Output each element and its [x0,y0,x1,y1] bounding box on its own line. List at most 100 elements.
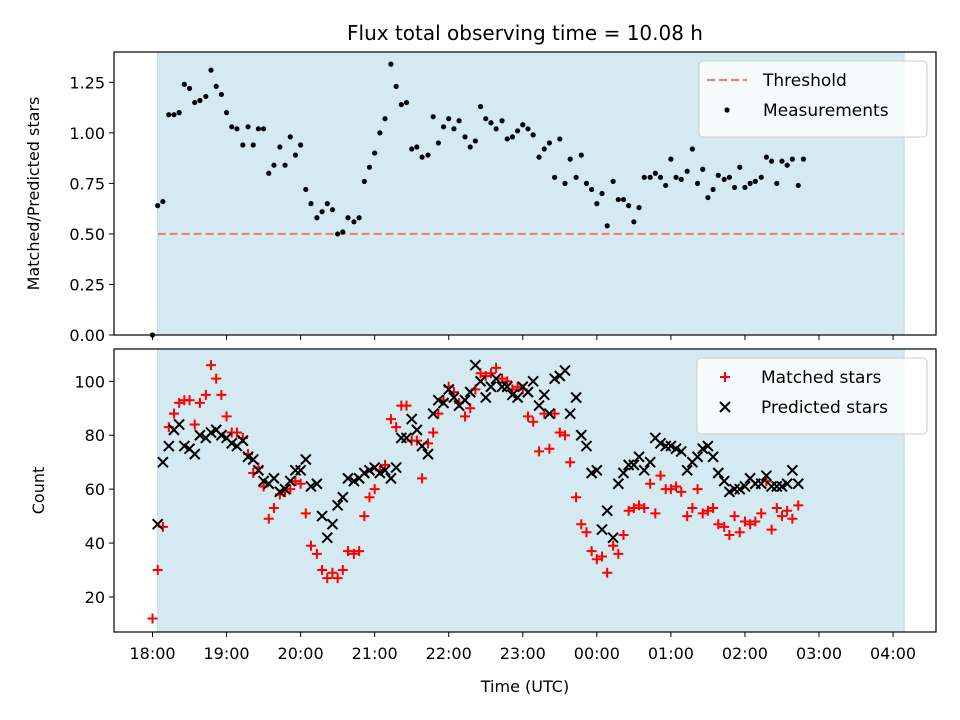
count-series-1-point-47 [400,432,413,444]
ratio-legend-swatch-1 [724,107,730,113]
count-series-0-point-90 [623,505,634,516]
count-series-1-point-28-stroke [300,453,312,466]
count-series-1-point-65 [496,381,508,393]
ratio-series-0-point-4 [171,112,177,118]
count-series-0-point-22 [263,513,274,524]
x-tick-label-4: 22:00 [426,644,472,663]
count-series-0-point-104 [697,508,708,519]
count-series-1-point-100 [681,464,693,476]
ratio-series-0-point-28 [298,142,304,148]
count-series-1-point-44 [385,472,397,485]
count-series-0-point-35 [332,573,343,584]
count-series-1-point-51-stroke [422,448,434,460]
ratio-series-0-point-121 [789,156,795,162]
count-series-1-point-87-stroke [612,478,625,490]
count-series-1-point-109 [728,483,741,495]
count-series-0-point-88-stroke [613,548,624,559]
count-legend-label-0: Matched stars [761,368,881,388]
count-series-1-point-114 [755,478,767,490]
count-series-1-point-2-stroke [163,440,175,452]
ratio-series-0-point-73 [536,154,542,160]
count-series-0-point-112 [739,516,750,527]
count-series-1-point-25 [284,475,296,487]
ratio-series-0-point-13 [218,91,224,98]
count-series-0-point-84 [591,554,602,565]
ratio-series-0-point-88 [615,196,621,203]
count-series-1-point-51 [422,448,434,460]
ratio-series-0-point-107 [715,172,721,178]
count-series-0-point-75 [544,443,555,454]
count-series-0-point-111 [734,527,745,538]
ratio-series-0-point-25 [282,162,288,168]
count-series-0-point-1-stroke [152,565,163,576]
ratio-series-0-point-61 [472,138,478,144]
count-series-1-point-22-stroke [268,472,280,485]
count-series-0-point-83 [586,546,597,557]
ratio-series-0-point-79 [567,156,573,162]
count-series-0-point-33 [322,573,333,584]
count-legend-swatch-1-stroke [719,401,731,413]
count-series-1-point-36-stroke [342,472,354,485]
ratio-series-0-point-47 [398,101,404,108]
count-series-1-point-46 [395,432,408,444]
count-series-0-point-93 [639,503,650,514]
count-series-0-point-111-stroke [734,527,745,538]
ratio-series-0-point-53 [430,114,436,120]
ratio-series-0-point-50 [414,144,420,150]
count-series-0-point-113 [745,519,756,530]
count-series-1-point-120 [786,464,799,476]
count-series-0-point-5-stroke [174,397,185,408]
ratio-series-0-point-106 [710,186,716,193]
count-series-1-point-89 [622,459,635,471]
count-series-1-point-106 [712,467,724,479]
count-y-tick-label-4: 100 [74,372,105,391]
count-series-0-point-84-stroke [591,554,602,565]
count-series-1-point-104-stroke [702,440,714,452]
count-series-0-point-76-stroke [549,408,560,419]
count-series-0-point-26-stroke [285,484,296,495]
count-series-1-point-48-stroke [405,413,418,425]
count-series-0-point-81-stroke [576,519,587,530]
x-tick-label-2: 20:00 [278,644,324,663]
count-series-1-point-99 [675,445,687,458]
count-series-1-point-22 [268,472,280,485]
ratio-series-0-point-98 [668,156,674,162]
ratio-series-0-point-64 [488,120,494,126]
ratio-series-0-point-95 [652,170,658,176]
ratio-series-0-point-7 [186,85,193,91]
count-series-0-point-100 [676,486,687,497]
count-y-tick-label-0: 20 [85,588,105,607]
count-series-1-point-24-stroke [279,483,291,495]
ratio-y-tick-label-2: 0.50 [69,225,105,244]
count-series-0-point-33-stroke [322,573,333,584]
count-series-0-point-78 [559,430,570,441]
ratio-series-0-point-104 [700,166,706,172]
ratio-series-0-point-52 [425,152,431,158]
count-series-1-point-102 [691,451,704,463]
count-series-0-point-48 [401,400,412,411]
ratio-series-0-point-26 [287,134,293,140]
count-series-1-point-0 [151,518,164,530]
ratio-series-0-point-86 [604,223,610,229]
count-series-0-point-63 [480,370,491,381]
ratio-series-0-point-29 [303,186,309,193]
count-series-1-point-55-stroke [443,383,455,396]
count-series-1-point-105-stroke [707,451,719,463]
count-series-0-point-80-stroke [571,492,582,503]
x-tick-label-6: 00:00 [574,644,620,663]
count-series-1-point-80 [575,429,587,441]
ratio-series-0-point-33 [324,201,330,207]
count-series-1-point-85 [601,505,613,517]
count-series-0-point-64 [485,368,496,379]
count-series-1-point-88 [617,467,630,479]
count-series-1-point-84-stroke [596,523,608,536]
count-series-0-point-114 [750,516,761,527]
ratio-series-0-point-93 [641,174,647,180]
count-series-1-point-104 [702,440,714,452]
count-series-1-point-81-stroke [580,440,593,452]
ratio-series-0-point-89 [620,196,627,203]
ratio-series-0-point-65 [493,126,499,132]
ratio-legend-label-0: Threshold [762,71,847,91]
count-series-1-point-107 [718,475,730,487]
count-series-1-point-72-stroke [533,399,545,412]
